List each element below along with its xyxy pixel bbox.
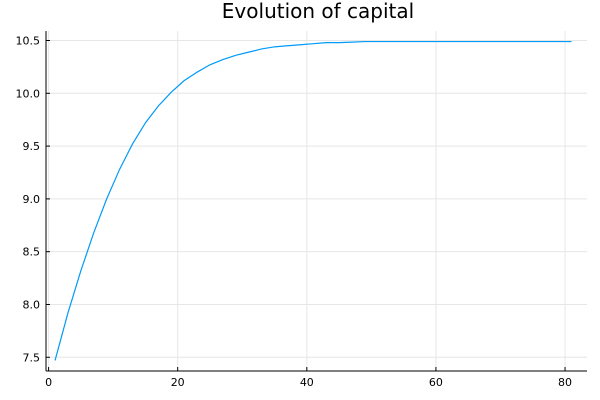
series-line [54, 40, 572, 361]
y-tick-label: 10.5 [16, 35, 41, 48]
y-tick-label: 10.0 [16, 87, 41, 100]
y-tick-label: 7.5 [23, 351, 41, 364]
grid [46, 31, 587, 371]
ticks: 0 20 40 60 80 7.5 8.0 8.5 9.0 9.5 10.0 10.5 [16, 35, 573, 389]
x-tick-label: 80 [558, 376, 572, 389]
y-tick-label: 9.5 [23, 140, 41, 153]
x-tick-label: 60 [429, 376, 443, 389]
chart-title: Evolution of capital [222, 0, 414, 23]
x-tick-label: 20 [171, 376, 185, 389]
x-tick-label: 0 [45, 376, 52, 389]
y-tick-label: 8.5 [23, 246, 41, 259]
series-group [54, 40, 572, 361]
y-tick-label: 9.0 [23, 193, 41, 206]
x-tick-label: 40 [300, 376, 314, 389]
y-tick-label: 8.0 [23, 298, 41, 311]
axes [45, 31, 587, 372]
